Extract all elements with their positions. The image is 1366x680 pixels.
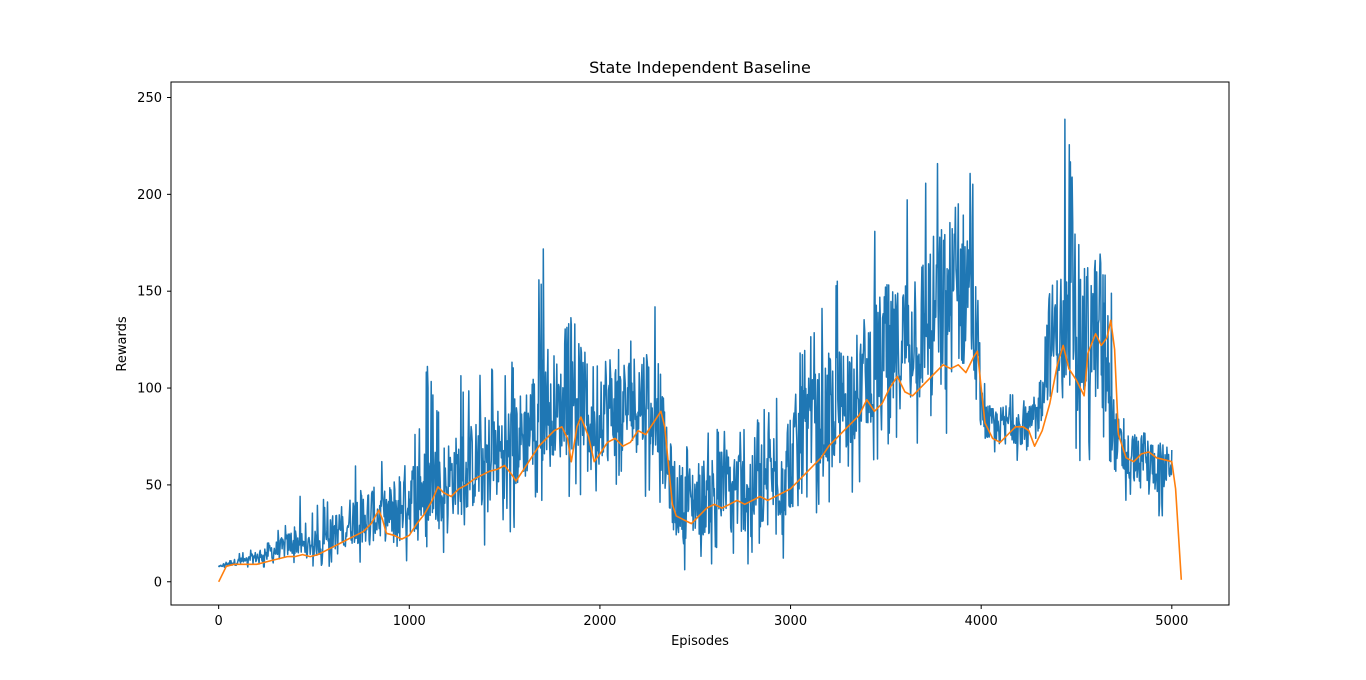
x-tick-label: 0 — [215, 614, 223, 629]
x-axis: 0 1000 2000 3000 4000 5000 — [215, 605, 1188, 629]
series-line-smoothed — [217, 319, 1183, 583]
y-axis: 0 50 100 150 200 250 — [137, 91, 171, 590]
y-axis-label: Rewards — [115, 316, 130, 371]
y-tick-label: 0 — [154, 575, 162, 590]
x-tick-label: 3000 — [774, 614, 807, 629]
axes-frame — [170, 81, 1230, 606]
y-tick-label: 150 — [137, 285, 162, 300]
y-tick-label: 200 — [137, 188, 162, 203]
plot-area — [217, 118, 1183, 583]
x-tick-label: 1000 — [393, 614, 426, 629]
x-axis-label: Episodes — [671, 634, 729, 649]
y-tick-label: 100 — [137, 382, 162, 397]
x-tick-label: 4000 — [965, 614, 998, 629]
y-tick-label: 50 — [145, 478, 162, 493]
x-tick-label: 2000 — [583, 614, 616, 629]
x-tick-label: 5000 — [1155, 614, 1188, 629]
chart-title: State Independent Baseline — [589, 58, 811, 77]
series-line-rewards — [217, 118, 1173, 571]
y-tick-label: 250 — [137, 91, 162, 106]
